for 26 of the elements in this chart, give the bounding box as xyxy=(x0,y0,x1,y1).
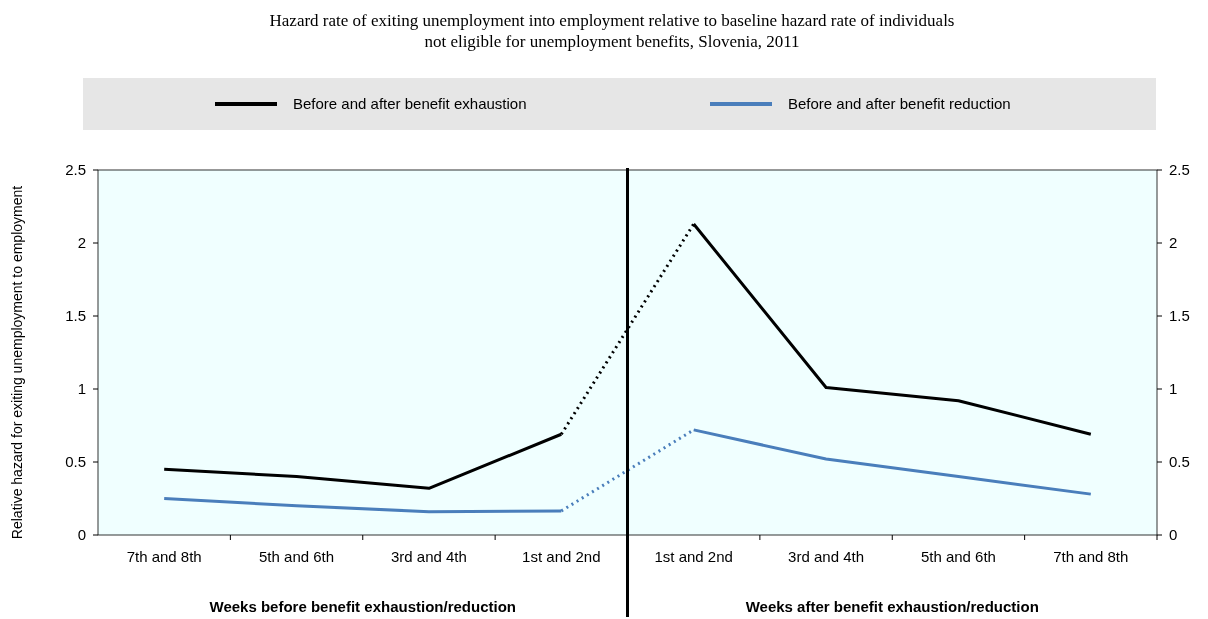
y2-tick-label: 0 xyxy=(1169,526,1178,543)
y-tick-label: 1.5 xyxy=(65,307,86,324)
y2-tick-label: 1.5 xyxy=(1169,307,1190,324)
y2-tick-label: 1 xyxy=(1169,380,1178,397)
chart-title: Hazard rate of exiting unemployment into employment relative to baseline hazard rate of individuals not eligible for unemployment benefits, Slovenia, 2011 xyxy=(269,11,955,51)
x-tick-label: 3rd and 4th xyxy=(390,548,467,565)
x-tick-label: 7th and 8th xyxy=(1053,548,1129,565)
x-tick-label: 5th and 6th xyxy=(259,548,335,565)
legend-label: Before and after benefit reduction xyxy=(788,95,1011,112)
x-tick-label: 7th and 8th xyxy=(126,548,202,565)
y-tick-label: 1 xyxy=(77,380,86,397)
y2-tick-label: 2.5 xyxy=(1169,161,1190,178)
text: Weeks before benefit exhaustion/reduction xyxy=(209,598,516,615)
y-tick-label: 0 xyxy=(77,526,86,543)
y-tick-label: 2 xyxy=(77,234,86,251)
legend-label: Before and after benefit exhaustion xyxy=(293,95,527,112)
text: Weeks after benefit exhaustion/reduction xyxy=(745,598,1039,615)
x-tick-label: 3rd and 4th xyxy=(788,548,865,565)
y-tick-label: 0.5 xyxy=(65,453,86,470)
y-axis-title: Relative hazard for exiting unemployment to employment xyxy=(9,185,25,540)
y2-tick-label: 0.5 xyxy=(1169,453,1190,470)
x-tick-label: 1st and 2nd xyxy=(522,548,601,565)
y-tick-label: 2.5 xyxy=(65,161,86,178)
x-tick-label: 1st and 2nd xyxy=(654,548,733,565)
x-tick-label: 5th and 6th xyxy=(920,548,996,565)
y2-tick-label: 2 xyxy=(1169,234,1178,251)
